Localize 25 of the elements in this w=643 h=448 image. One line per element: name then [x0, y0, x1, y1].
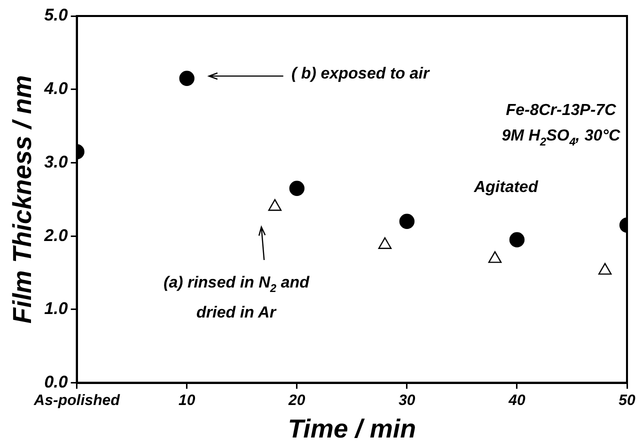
annotation: Fe-8Cr-13P-7C — [506, 102, 617, 120]
point — [399, 214, 415, 230]
x-tick-label: 20 — [288, 392, 306, 409]
point — [509, 232, 525, 248]
y-axis-title: Film Thickness / nm — [6, 75, 37, 324]
y-tick-label: 0.0 — [44, 372, 68, 392]
y-tick-label: 1.0 — [44, 299, 68, 318]
point — [378, 237, 392, 249]
x-tick-label: 30 — [398, 392, 416, 409]
point — [179, 70, 194, 86]
point — [268, 199, 282, 211]
point — [289, 180, 304, 196]
x-tick-label: 10 — [178, 392, 196, 409]
x-tick-label: 50 — [618, 392, 636, 409]
annotation: ( b) exposed to air — [291, 65, 430, 82]
x-axis-title: Time / min — [288, 414, 416, 444]
point — [488, 251, 502, 263]
y-tick-label: 2.0 — [43, 226, 68, 245]
y-tick-label: 4.0 — [43, 79, 68, 98]
y-tick-label: 5.0 — [44, 6, 68, 25]
point — [598, 262, 612, 275]
x-tick-label: 40 — [508, 392, 526, 409]
x-tick-label: As-polished — [32, 392, 121, 409]
y-tick-label: 3.0 — [44, 152, 68, 172]
annotation: Agitated — [472, 179, 540, 196]
